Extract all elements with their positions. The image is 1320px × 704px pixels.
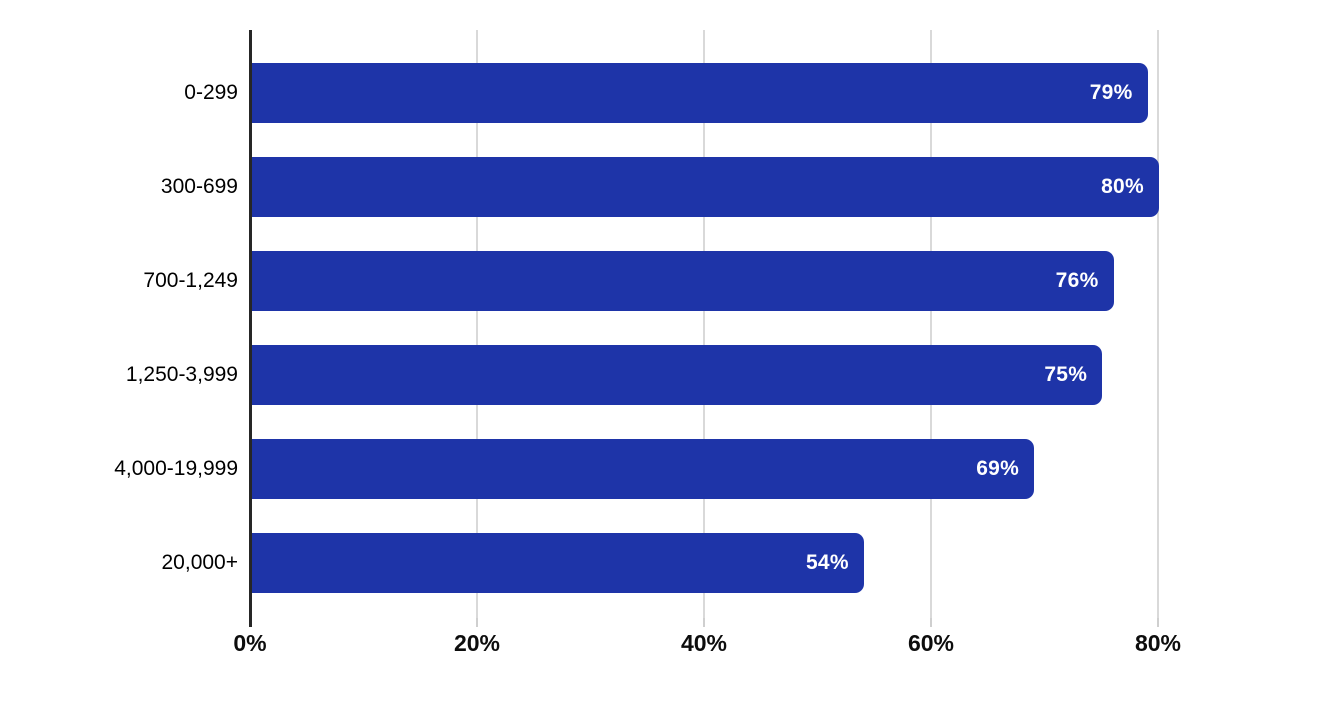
bar-value-label: 54%: [805, 551, 849, 574]
x-tick-label: 20%: [453, 630, 501, 656]
category-label: 20,000+: [161, 551, 239, 574]
bar-value-label: 80%: [1101, 175, 1144, 198]
gridline: [1157, 30, 1159, 618]
plot-area: 79% 80% 76% 75% 69% 54%: [249, 30, 1260, 627]
x-tick-label: 40%: [680, 630, 728, 656]
bar-value-label: 69%: [976, 457, 1020, 480]
bar-value-label: 75%: [1044, 363, 1088, 386]
bar-value-label: 76%: [1055, 269, 1099, 292]
category-label: 0-299: [184, 81, 238, 104]
x-axis-tick: [1157, 618, 1159, 627]
y-axis-line: [249, 30, 252, 627]
category-label: 700-1,249: [143, 269, 238, 292]
bar: 80%: [251, 157, 1159, 217]
gridline: [703, 30, 705, 618]
x-tick-label: 80%: [1134, 630, 1182, 656]
category-axis: 0-299 300-699 700-1,249 1,250-3,999 4,000-19…: [0, 30, 238, 618]
bar: 54%: [251, 533, 864, 593]
x-tick-label: 0%: [233, 630, 267, 656]
category-label: 1,250-3,999: [125, 363, 238, 386]
bar: 79%: [251, 63, 1148, 123]
x-axis-tick: [703, 618, 705, 627]
bar-value-label: 79%: [1089, 81, 1133, 104]
category-label: 4,000-19,999: [114, 457, 238, 480]
x-axis-tick: [930, 618, 932, 627]
x-tick-label: 60%: [907, 630, 955, 656]
bar: 75%: [251, 345, 1103, 405]
category-label: 300-699: [160, 175, 238, 198]
bar: 76%: [251, 251, 1114, 311]
x-axis: 0% 20% 40% 60% 80%: [0, 630, 1320, 664]
bar: 69%: [251, 439, 1035, 499]
gridline: [930, 30, 932, 618]
gridline: [476, 30, 478, 618]
x-axis-tick: [476, 618, 478, 627]
